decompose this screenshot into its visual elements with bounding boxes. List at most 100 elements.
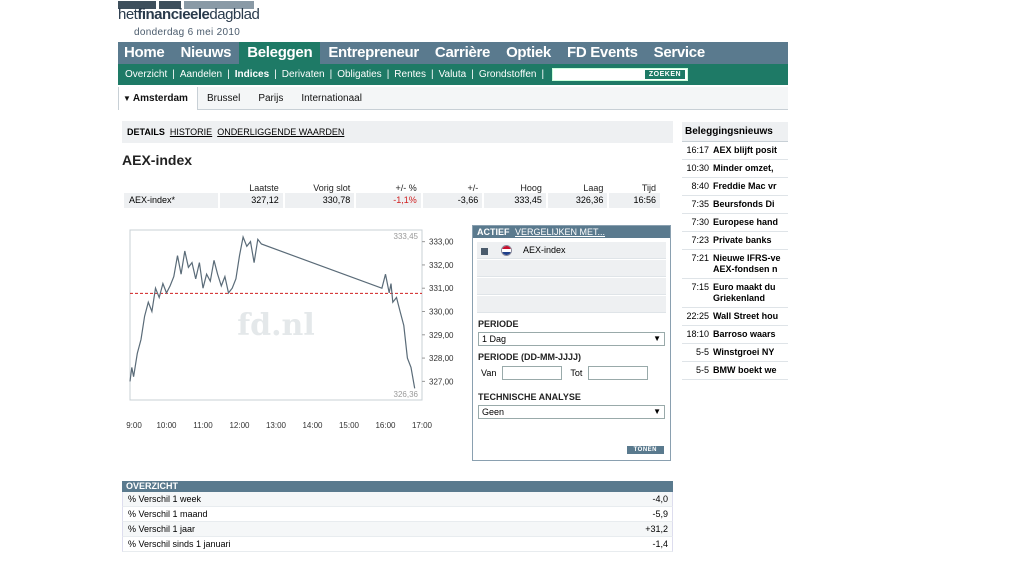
subnav-obligaties[interactable]: Obligaties: [337, 69, 382, 80]
news-item[interactable]: 5-5 Winstgroei NY: [682, 344, 788, 362]
news-time: 7:23: [691, 235, 709, 245]
logo[interactable]: hetfinancieeledagblad: [118, 6, 260, 23]
news-item[interactable]: 5-5 BMW boekt we: [682, 362, 788, 380]
quote-cell: 16:56: [609, 193, 660, 208]
overzicht-title: OVERZICHT: [122, 481, 673, 492]
tot-input[interactable]: [588, 366, 649, 380]
tonen-button[interactable]: TONEN: [626, 446, 664, 454]
y-tick-label: 330,00: [429, 308, 454, 317]
page-title: AEX-index: [122, 152, 193, 168]
nav-carriere[interactable]: Carrière: [434, 44, 491, 61]
search-input[interactable]: [553, 69, 646, 81]
subnav-separator: |: [386, 69, 390, 80]
instrument-list: AEX-index: [477, 242, 666, 313]
subnav-separator: |: [541, 69, 545, 80]
periode-select[interactable]: 1 Dag ▼: [478, 332, 665, 346]
nav-nieuws[interactable]: Nieuws: [180, 44, 232, 61]
nav-home[interactable]: Home: [124, 44, 165, 61]
overzicht-label: % Verschil 1 jaar: [128, 524, 196, 534]
market-tabs: ▼ Amsterdam Brussel Parijs Internationaal: [118, 86, 788, 110]
market-tab-parijs[interactable]: Parijs: [249, 87, 292, 110]
subnav-aandelen[interactable]: Aandelen: [179, 69, 223, 80]
chart-watermark: fd.nl: [237, 308, 315, 343]
news-item[interactable]: 7:30 Europese hand: [682, 214, 788, 232]
actief-title: ACTIEF: [477, 227, 510, 237]
news-headline: Beursfonds Di: [713, 199, 775, 209]
news-item[interactable]: 18:10 Barroso waars: [682, 326, 788, 344]
quote-header-cell: Hoog: [520, 183, 542, 193]
x-tick-label: 10:00: [156, 421, 177, 430]
overzicht-label: % Verschil sinds 1 januari: [128, 539, 231, 549]
nav-fd-events[interactable]: FD Events: [566, 44, 638, 61]
news-list: 16:17 AEX blijft posit 10:30 Minder omzet, 8…: [682, 142, 788, 380]
subnav-grondstoffen[interactable]: Grondstoffen: [478, 69, 537, 80]
market-tab-brussel[interactable]: Brussel: [198, 87, 249, 110]
y-tick-label: 333,00: [429, 238, 454, 247]
subnav-overzicht[interactable]: Overzicht: [125, 69, 168, 80]
subnav-separator: |: [471, 69, 474, 80]
search-button[interactable]: ZOEKEN: [644, 70, 686, 79]
overzicht-value: -5,9: [652, 509, 668, 519]
news-time: 10:30: [686, 163, 709, 173]
chevron-down-icon: ▼: [653, 334, 661, 343]
tab-onderliggende-waarden[interactable]: ONDERLIGGENDE WAARDEN: [217, 127, 345, 137]
periode-label: PERIODE: [478, 319, 519, 329]
x-tick-label: 12:00: [229, 421, 250, 430]
news-item[interactable]: 7:23 Private banks: [682, 232, 788, 250]
news-headline: Private banks: [713, 235, 772, 245]
subnav-indices[interactable]: Indices: [234, 69, 270, 80]
quote-cell: 333,45: [484, 193, 546, 208]
news-headline: Europese hand: [713, 217, 779, 227]
technische-analyse-select[interactable]: Geen ▼: [478, 405, 665, 419]
series-line: [129, 234, 416, 389]
market-tab-label: Brussel: [206, 92, 241, 104]
x-tick-label: 15:00: [339, 421, 360, 430]
quote-cell: 330,78: [284, 193, 355, 208]
plot-area: [129, 229, 423, 401]
y-tick-label: 329,00: [429, 331, 454, 340]
news-item[interactable]: 8:40 Freddie Mac vr: [682, 178, 788, 196]
subnav-separator: |: [329, 69, 333, 80]
quote-header-cell: Vorig slot: [313, 183, 351, 193]
periode-value: 1 Dag: [482, 334, 507, 344]
quote-header: Laatste Vorig slot +/- % +/- Hoog Laag Tijd: [124, 181, 660, 196]
overzicht-row: % Verschil 1 jaar +31,2: [122, 522, 673, 537]
news-time: 8:40: [691, 181, 709, 191]
news-item[interactable]: 10:30 Minder omzet,: [682, 160, 788, 178]
news-item[interactable]: 7:35 Beursfonds Di: [682, 196, 788, 214]
quote-cell: 327,12: [220, 193, 283, 208]
y-tick-label: 332,00: [429, 261, 454, 270]
overzicht-row: % Verschil sinds 1 januari -1,4: [122, 537, 673, 552]
y-tick-label: 327,00: [429, 377, 454, 386]
nav-optiek[interactable]: Optiek: [506, 44, 551, 61]
news-item[interactable]: 22:25 Wall Street hou: [682, 308, 788, 326]
subnav-rentes[interactable]: Rentes: [394, 69, 426, 80]
market-tab-amsterdam[interactable]: ▼ Amsterdam: [118, 86, 198, 110]
chevron-down-icon: ▼: [653, 407, 661, 416]
news-item[interactable]: 7:21 Nieuwe IFRS-ve AEX-fondsen n: [682, 250, 788, 279]
van-label: Van: [481, 368, 497, 378]
nav-entrepreneur[interactable]: Entrepreneur: [328, 44, 419, 61]
news-time: 5-5: [695, 365, 709, 375]
series-color-swatch: [481, 248, 488, 255]
nav-service[interactable]: Service: [653, 44, 706, 61]
tab-details[interactable]: DETAILS: [127, 127, 165, 137]
market-tab-internationaal[interactable]: Internationaal: [292, 87, 371, 110]
quote-header-cell: Laatste: [249, 183, 279, 193]
tab-historie[interactable]: HISTORIE: [169, 127, 213, 137]
news-item[interactable]: 7:15 Euro maakt du Griekenland: [682, 279, 788, 308]
compare-link[interactable]: VERGELIJKEN MET...: [515, 227, 606, 237]
subnav-valuta[interactable]: Valuta: [438, 69, 467, 80]
van-input[interactable]: [502, 366, 563, 380]
subnav-derivaten[interactable]: Derivaten: [281, 69, 325, 80]
overzicht-value: +31,2: [645, 524, 668, 534]
quote-header-cell: Tijd: [641, 183, 656, 193]
instrument-row[interactable]: AEX-index: [477, 242, 666, 259]
caret-down-icon: ▼: [123, 93, 131, 103]
empty-instrument-row: [477, 260, 666, 277]
x-tick-label: 11:00: [193, 421, 213, 430]
news-headline: Barroso waars: [713, 329, 776, 339]
news-headline: Wall Street hou: [713, 311, 779, 321]
nav-beleggen[interactable]: Beleggen: [239, 42, 321, 64]
news-item[interactable]: 16:17 AEX blijft posit: [682, 142, 788, 160]
